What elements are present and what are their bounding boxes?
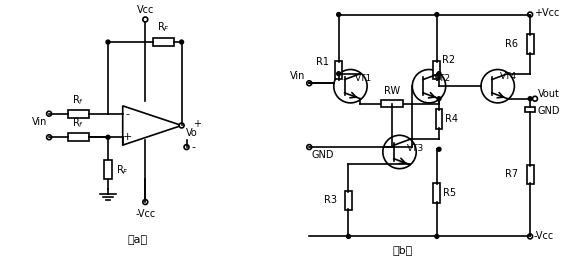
Text: R6: R6: [505, 39, 518, 49]
Text: GND: GND: [538, 106, 560, 115]
Circle shape: [143, 200, 148, 205]
Circle shape: [528, 234, 533, 239]
Text: +: +: [193, 119, 201, 128]
Circle shape: [347, 235, 351, 238]
Text: VT1: VT1: [355, 74, 373, 83]
Text: R$_F$: R$_F$: [116, 163, 129, 177]
Circle shape: [307, 145, 312, 149]
Text: Vin: Vin: [31, 116, 47, 127]
Bar: [68, 110, 89, 118]
Circle shape: [106, 135, 110, 139]
Text: VT2: VT2: [434, 74, 451, 83]
Circle shape: [337, 12, 341, 16]
Text: R$_f$: R$_f$: [72, 93, 85, 107]
Text: +Vcc: +Vcc: [534, 8, 559, 18]
Circle shape: [437, 72, 441, 76]
Text: VT4: VT4: [500, 72, 517, 81]
Circle shape: [47, 135, 52, 140]
Circle shape: [47, 111, 52, 116]
Circle shape: [533, 96, 537, 101]
Text: -: -: [126, 109, 130, 119]
Circle shape: [435, 12, 439, 16]
Text: -: -: [192, 142, 196, 152]
Text: Vcc: Vcc: [137, 4, 154, 15]
Bar: [104, 160, 112, 179]
Circle shape: [528, 12, 532, 16]
Bar: [335, 61, 342, 79]
Bar: [527, 165, 533, 184]
Circle shape: [435, 235, 439, 238]
Text: Vo: Vo: [185, 128, 197, 138]
Text: R$_F$: R$_F$: [157, 20, 170, 34]
Bar: [436, 109, 442, 129]
Bar: [433, 61, 440, 79]
Text: （a）: （a）: [128, 235, 147, 245]
Text: +: +: [123, 132, 132, 142]
Text: RW: RW: [384, 86, 400, 96]
Text: R1: R1: [316, 57, 329, 67]
Bar: [153, 38, 174, 46]
Circle shape: [528, 12, 533, 17]
Bar: [527, 34, 533, 54]
Bar: [68, 133, 89, 141]
Text: R$_f$: R$_f$: [72, 116, 85, 130]
Text: R2: R2: [442, 55, 455, 65]
Circle shape: [437, 97, 441, 101]
Bar: [381, 100, 402, 107]
Bar: [525, 107, 535, 113]
Circle shape: [184, 145, 189, 149]
Circle shape: [106, 40, 110, 44]
Circle shape: [337, 72, 341, 76]
Text: R3: R3: [324, 196, 337, 205]
Circle shape: [179, 123, 184, 128]
Bar: [345, 191, 352, 210]
Text: Vin: Vin: [290, 72, 305, 81]
Text: R4: R4: [445, 114, 458, 124]
Circle shape: [437, 147, 441, 151]
Text: GND: GND: [311, 150, 334, 160]
Text: R7: R7: [505, 170, 518, 179]
Circle shape: [528, 97, 532, 101]
Text: （b）: （b）: [392, 245, 413, 255]
Circle shape: [143, 17, 148, 22]
Text: -Vcc: -Vcc: [534, 231, 554, 241]
Text: -Vcc: -Vcc: [135, 209, 156, 219]
Circle shape: [307, 81, 312, 86]
Bar: [433, 183, 440, 203]
Text: VT3: VT3: [407, 144, 425, 153]
Text: R5: R5: [443, 188, 456, 198]
Circle shape: [180, 40, 184, 44]
Text: Vout: Vout: [538, 89, 560, 99]
